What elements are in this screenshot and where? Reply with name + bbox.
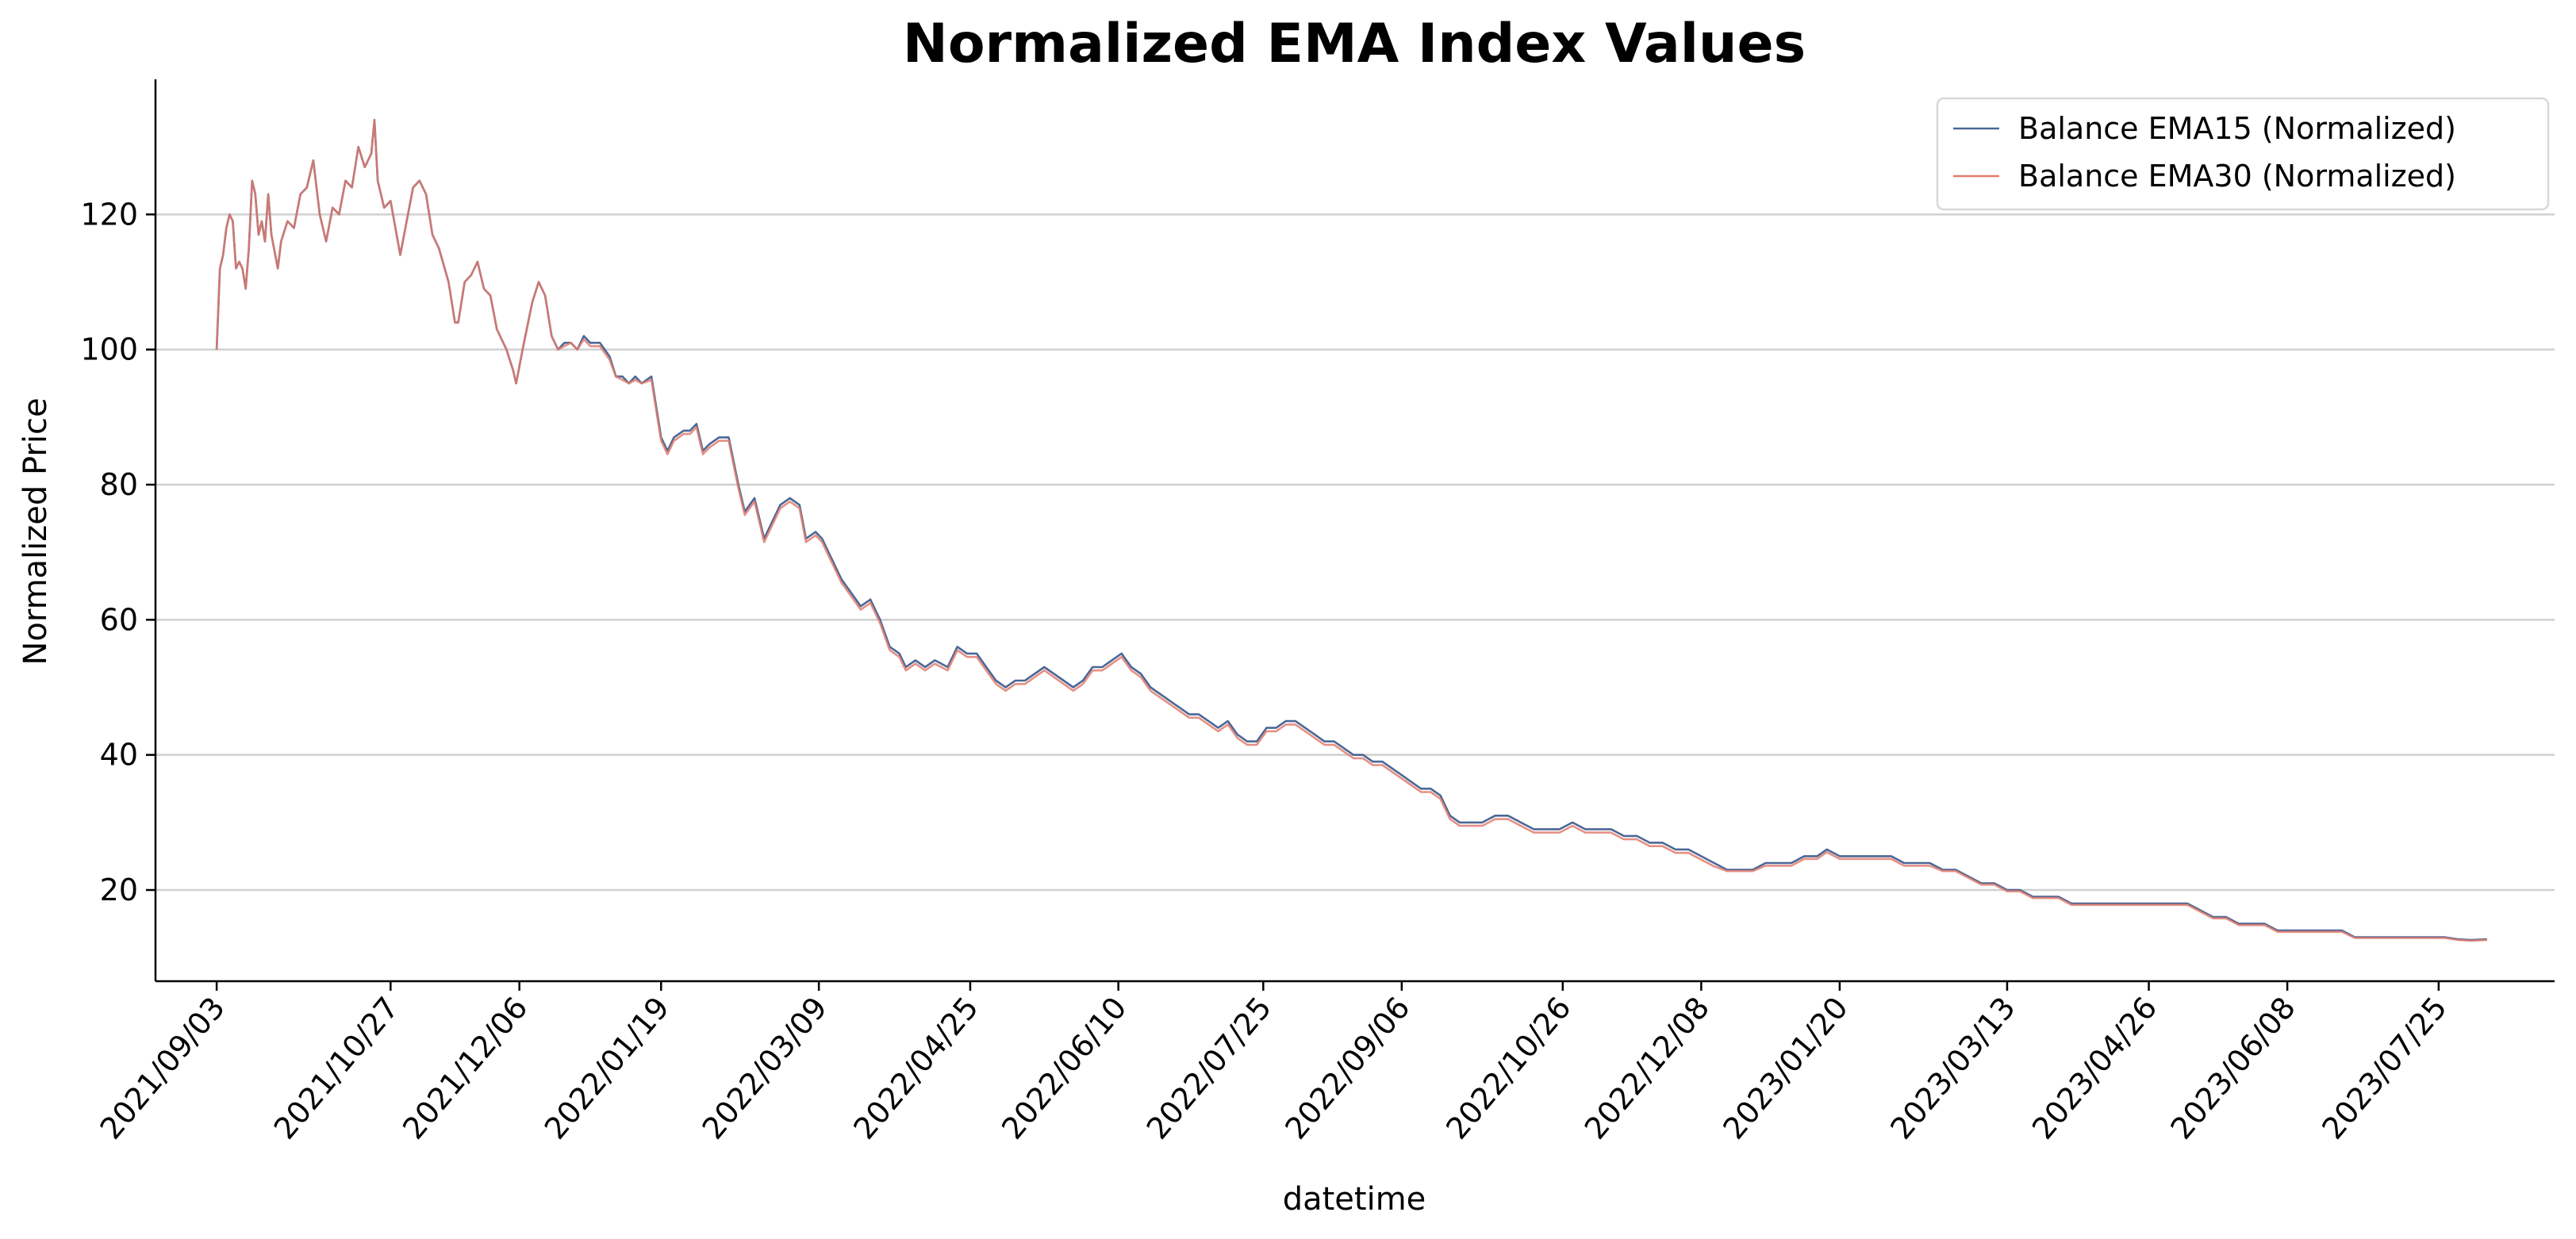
- x-tick-label: 2021/12/06: [396, 991, 534, 1146]
- x-tick-label: 2022/09/06: [1278, 991, 1416, 1146]
- x-tick-label: 2022/03/09: [696, 991, 834, 1146]
- axes: [154, 79, 2555, 983]
- x-tick-label: 2023/01/20: [1716, 991, 1854, 1146]
- x-tick-label: 2023/03/13: [1883, 991, 2021, 1146]
- x-tick-label: 2022/01/19: [538, 991, 676, 1146]
- y-axis-label: Normalized Price: [17, 397, 54, 665]
- y-tick-label: 20: [100, 873, 138, 907]
- y-tick-label: 120: [80, 197, 138, 232]
- x-tick-label: 2022/12/08: [1578, 991, 1716, 1146]
- y-tick-label: 60: [100, 602, 138, 637]
- x-tick-label: 2022/10/26: [1439, 991, 1577, 1146]
- y-tick-label: 40: [100, 738, 138, 773]
- series-layer: [215, 118, 2487, 942]
- x-tick-label: 2022/06/10: [995, 991, 1133, 1146]
- y-tick-label: 100: [80, 332, 138, 367]
- x-tick-label: 2023/04/26: [2025, 991, 2163, 1146]
- x-tick-label: 2022/04/25: [847, 991, 985, 1146]
- legend: Balance EMA15 (Normalized) Balance EMA30 …: [1936, 97, 2550, 211]
- x-tick-label: 2022/07/25: [1140, 991, 1278, 1146]
- x-tick-label: 2021/10/27: [267, 991, 405, 1146]
- x-tick-label: 2023/06/08: [2163, 991, 2302, 1146]
- y-tick-label: 80: [100, 467, 138, 502]
- legend-label-ema30: Balance EMA30 (Normalized): [2018, 159, 2456, 194]
- x-tick-label: 2023/07/25: [2315, 991, 2453, 1146]
- grid-lines: [155, 213, 2555, 892]
- x-axis-label: datetime: [1283, 1181, 1426, 1218]
- x-tick-label: 2021/09/03: [94, 991, 232, 1146]
- legend-label-ema15: Balance EMA15 (Normalized): [2018, 111, 2456, 146]
- chart-title: Normalized EMA Index Values: [903, 13, 1806, 75]
- series-line-ema30: [215, 118, 2487, 942]
- series-line-ema15: [215, 118, 2487, 942]
- legend-box: [1936, 97, 2550, 211]
- y-axis-ticks: 20 40 60 80 100 120: [80, 197, 155, 907]
